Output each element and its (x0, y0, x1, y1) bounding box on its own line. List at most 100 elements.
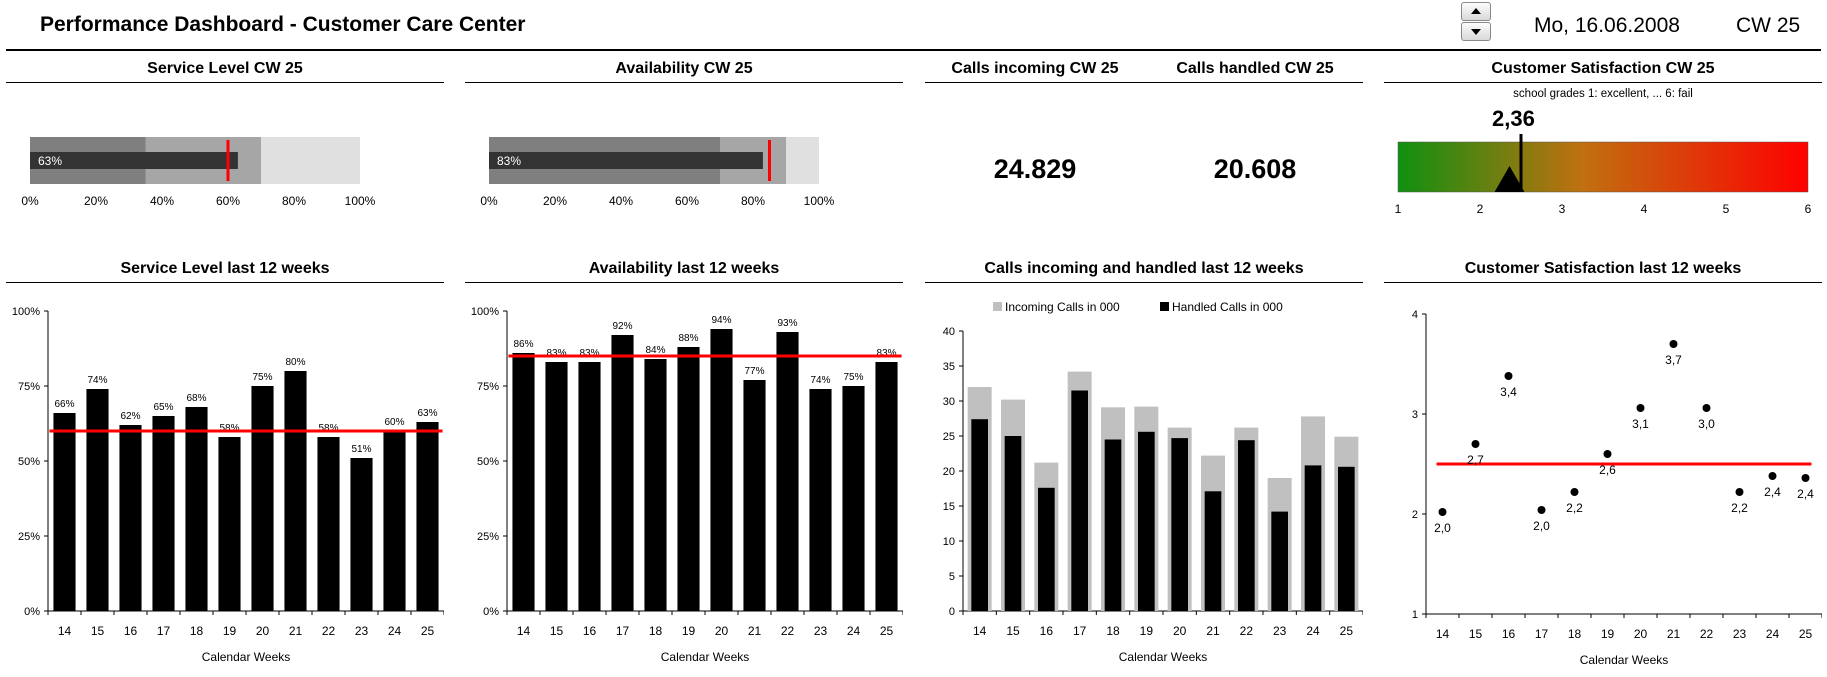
y-tick-label: 20 (943, 466, 955, 478)
y-tick-label: 10 (943, 536, 955, 548)
bullet-tick-label: 20% (543, 194, 567, 208)
bar (677, 347, 699, 611)
scatter-point (1604, 450, 1612, 458)
bar (53, 413, 75, 611)
current-date: Mo, 16.06.2008 (1534, 14, 1680, 38)
x-tick-label: 16 (1040, 624, 1054, 638)
bar (875, 362, 897, 611)
calls-handled-cw-title: Calls handled CW 25 (1145, 60, 1365, 78)
x-axis-label: Calendar Weeks (202, 650, 291, 664)
bullet-tick-label: 0% (21, 194, 39, 208)
week-decrement-button[interactable] (1461, 22, 1491, 41)
x-tick-label: 16 (1502, 627, 1516, 641)
gauge-tick-label: 6 (1805, 202, 1812, 216)
x-axis-label: Calendar Weeks (1580, 653, 1669, 667)
x-tick-label: 14 (517, 624, 531, 638)
scatter-point (1439, 508, 1447, 516)
x-tick-label: 14 (58, 624, 72, 638)
gauge-tick-label: 2 (1477, 202, 1484, 216)
bar (152, 416, 174, 611)
gauge-gradient-bar (1398, 142, 1808, 192)
point-data-label: 2,7 (1467, 453, 1484, 467)
scatter-point (1769, 472, 1777, 480)
x-tick-label: 25 (880, 624, 894, 638)
point-data-label: 2,2 (1731, 501, 1748, 515)
x-tick-label: 25 (1799, 627, 1813, 641)
bullet-value-label: 83% (497, 154, 521, 168)
point-data-label: 3,0 (1698, 417, 1715, 431)
x-tick-label: 20 (1634, 627, 1648, 641)
scatter-point (1703, 404, 1711, 412)
x-tick-label: 18 (1106, 624, 1120, 638)
bar (644, 359, 666, 611)
satisfaction-12w-title: Customer Satisfaction last 12 weeks (1384, 260, 1822, 278)
bar-data-label: 86% (513, 339, 533, 350)
x-tick-label: 19 (223, 624, 237, 638)
bar (119, 425, 141, 611)
handled-bar (1071, 391, 1088, 612)
x-tick-label: 24 (847, 624, 861, 638)
bullet-band (786, 137, 819, 184)
current-week: CW 25 (1736, 14, 1800, 38)
panel-rule (925, 282, 1363, 283)
handled-bar (1338, 467, 1355, 611)
handled-bar (1038, 488, 1055, 611)
calls-12w-chart: 0 5 10 15 20 25 30 35 40 14 15 16 17 18 19 20 21 22 23 24 25… (925, 290, 1363, 675)
y-tick-label: 1 (1412, 609, 1418, 621)
handled-bar (1105, 440, 1122, 612)
y-tick-label: 0 (949, 606, 955, 618)
satisfaction-12w-chart: 123414 15 16 17 18 19 20 21 22 23 24 25Calendar Wee… (1384, 290, 1822, 675)
calls-12w-title: Calls incoming and handled last 12 weeks (925, 260, 1363, 278)
y-tick-label: 40 (943, 326, 955, 338)
bar (416, 422, 438, 611)
bar-data-label: 84% (645, 345, 665, 356)
y-tick-label: 0% (24, 606, 40, 618)
week-increment-button[interactable] (1461, 2, 1491, 21)
bar (842, 386, 864, 611)
availability-bullet-chart: 83% 0% 20% 40% 60% 80% 100% (465, 128, 903, 228)
x-tick-label: 22 (781, 624, 795, 638)
x-tick-label: 23 (355, 624, 369, 638)
x-tick-label: 18 (1568, 627, 1582, 641)
bar (545, 362, 567, 611)
panel-rule (1384, 282, 1822, 283)
handled-bar (1271, 512, 1288, 611)
bar-data-label: 74% (810, 375, 830, 386)
header-divider (6, 49, 1821, 51)
scatter-point (1802, 474, 1810, 482)
legend-handled-label: Handled Calls in 000 (1172, 300, 1283, 314)
bar-data-label: 77% (744, 366, 764, 377)
scatter-point (1472, 440, 1480, 448)
handled-bar (1238, 440, 1255, 611)
bullet-tick-label: 20% (84, 194, 108, 208)
point-data-label: 2,4 (1797, 487, 1814, 501)
calls-incoming-cw-title: Calls incoming CW 25 (925, 60, 1145, 78)
y-tick-label: 2 (1412, 509, 1418, 521)
y-tick-label: 0% (483, 606, 499, 618)
panel-rule (925, 82, 1363, 83)
bar-data-label: 75% (252, 372, 272, 383)
x-tick-label: 20 (715, 624, 729, 638)
bar (350, 458, 372, 611)
bar-data-label: 63% (417, 408, 437, 419)
y-tick-label: 75% (477, 381, 499, 393)
handled-bar (1005, 436, 1022, 611)
x-tick-label: 17 (616, 624, 630, 638)
bullet-tick-label: 0% (480, 194, 498, 208)
point-data-label: 2,0 (1434, 521, 1451, 535)
bar (218, 437, 240, 611)
x-tick-label: 17 (1073, 624, 1087, 638)
scatter-point (1571, 488, 1579, 496)
bullet-value-bar (489, 152, 763, 169)
x-tick-label: 15 (1469, 627, 1483, 641)
bullet-tick-label: 60% (216, 194, 240, 208)
x-tick-label: 21 (748, 624, 762, 638)
satisfaction-cw-title: Customer Satisfaction CW 25 (1384, 60, 1822, 78)
point-data-label: 2,0 (1533, 519, 1550, 533)
x-tick-label: 18 (649, 624, 663, 638)
point-data-label: 2,4 (1764, 485, 1781, 499)
bar-data-label: 80% (285, 357, 305, 368)
x-tick-label: 15 (1006, 624, 1020, 638)
bar-data-label: 65% (153, 402, 173, 413)
y-tick-label: 25 (943, 431, 955, 443)
